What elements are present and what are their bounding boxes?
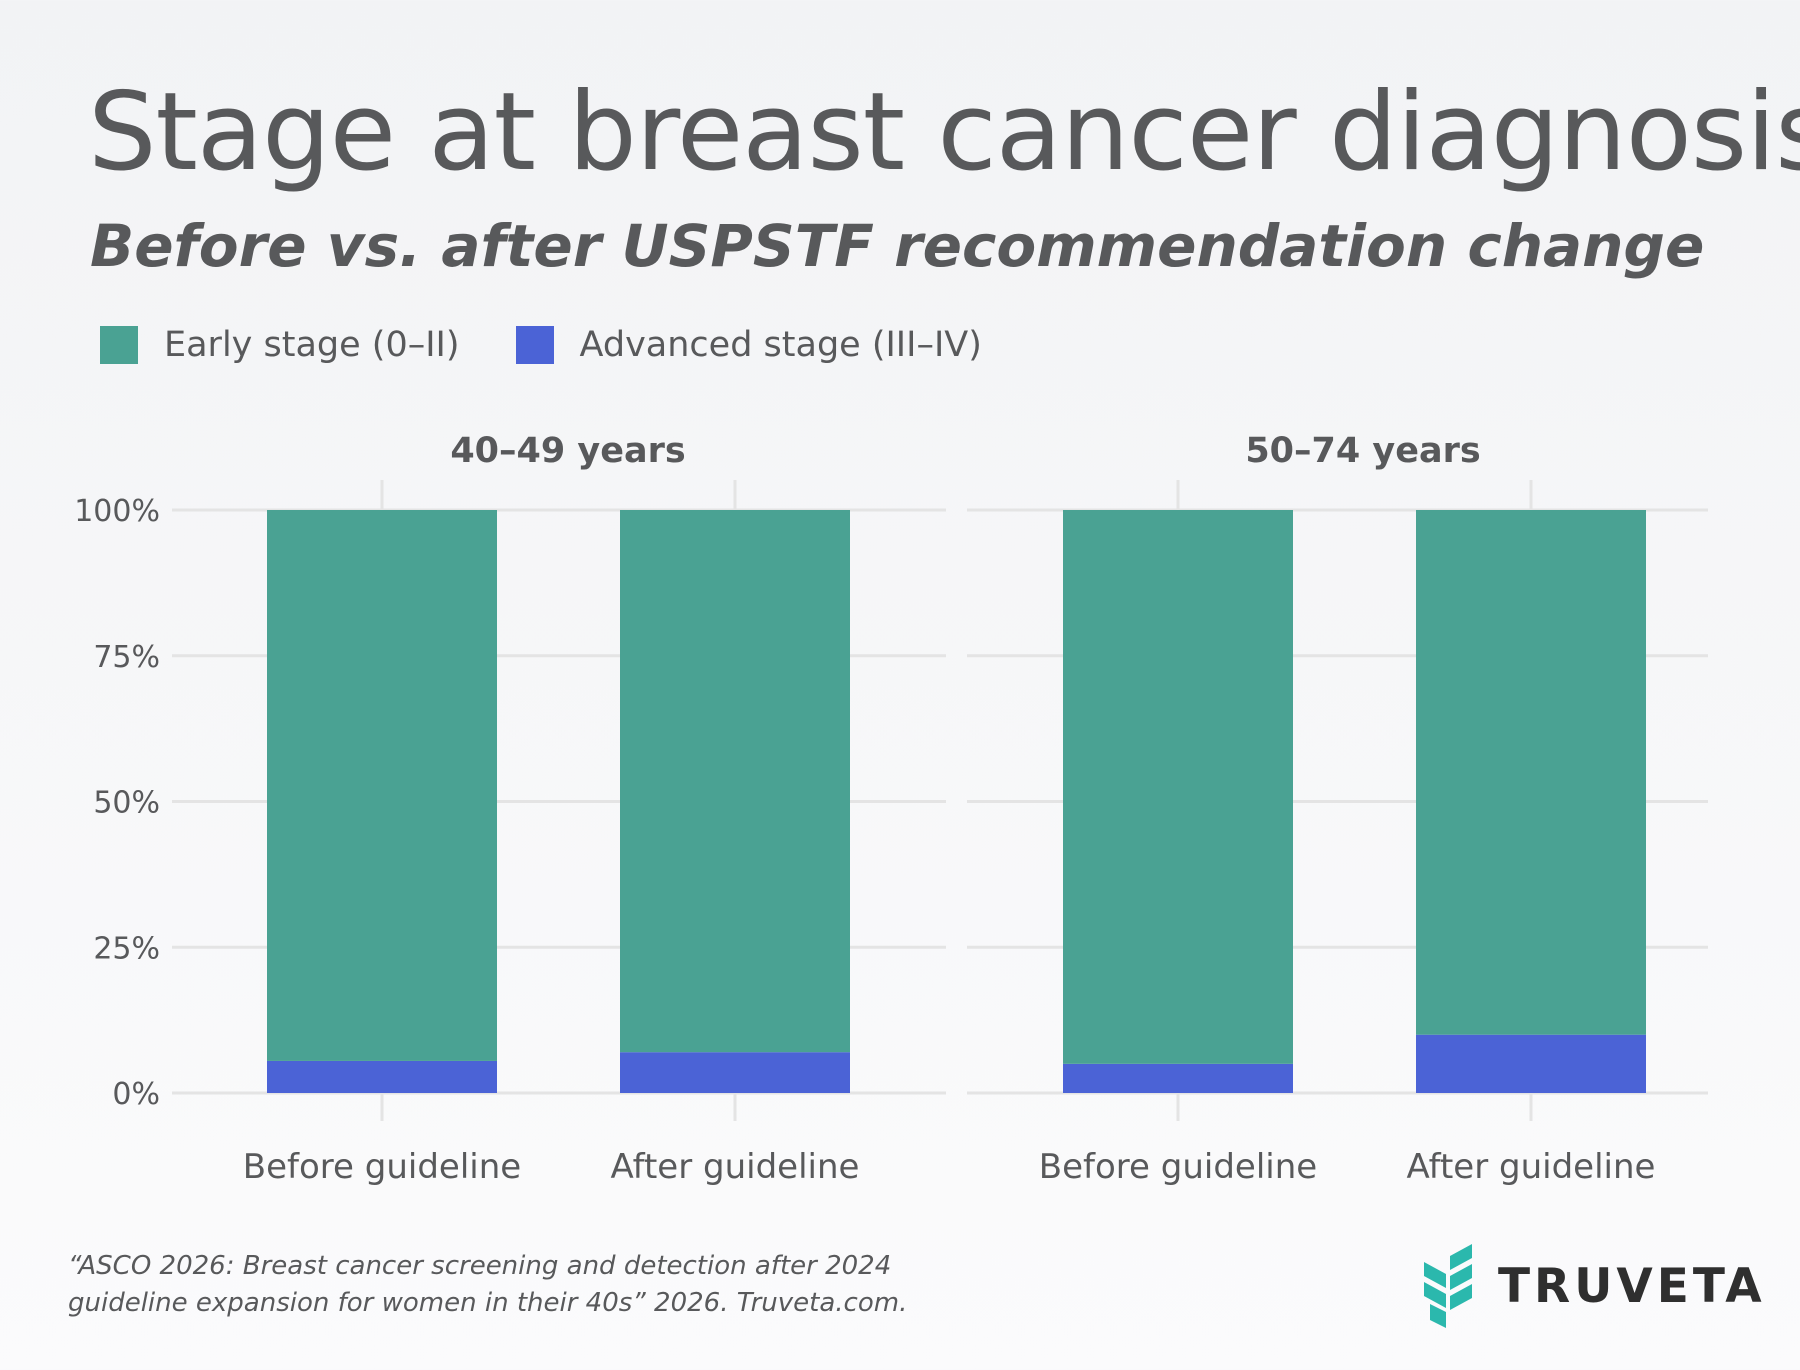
legend-swatch-advanced <box>515 326 554 364</box>
x-tick-label: Before guideline <box>1039 1147 1317 1187</box>
logo-text: TRUVETA <box>1498 1258 1766 1314</box>
legend: Early stage (0–II) Advanced stage (III–I… <box>100 325 1038 365</box>
truveta-logo-icon <box>1424 1244 1472 1328</box>
bar-advanced <box>1063 1063 1293 1093</box>
chart-plot-area: 0% 25% 50% 75% 100% 40–49 years Before guideli… <box>74 431 1708 1187</box>
source-line-2: guideline expansion for women in their 4… <box>68 1288 908 1318</box>
x-tick-label: After guideline <box>611 1147 860 1187</box>
legend-item-early: Early stage (0–II) <box>100 325 460 365</box>
truveta-logo: TRUVETA <box>1420 1240 1766 1332</box>
legend-item-advanced: Advanced stage (III–IV) <box>515 325 982 365</box>
panel-title: 50–74 years <box>1245 431 1480 471</box>
y-tick-label: 100% <box>74 494 160 529</box>
legend-label-early: Early stage (0–II) <box>164 325 460 365</box>
x-tick-label: After guideline <box>1407 1147 1656 1187</box>
y-tick-label: 75% <box>93 640 160 675</box>
chart-title: Stage at breast cancer diagnosis <box>88 70 1800 195</box>
bar-early <box>1063 510 1293 1064</box>
source-line-1: “ASCO 2026: Breast cancer screening and … <box>68 1251 892 1281</box>
chart-subtitle: Before vs. after USPSTF recommendation c… <box>90 212 1705 280</box>
panel-title: 40–49 years <box>450 431 685 471</box>
bar-early <box>1416 510 1646 1035</box>
legend-swatch-early <box>100 326 138 364</box>
x-tick-label: Before guideline <box>243 1147 521 1187</box>
y-tick-label: 0% <box>112 1077 160 1112</box>
bar-advanced <box>267 1060 497 1093</box>
bar-early <box>267 510 497 1061</box>
y-tick-label: 25% <box>93 931 160 966</box>
bar-advanced <box>620 1052 850 1093</box>
bar-advanced <box>1416 1034 1646 1093</box>
legend-label-advanced: Advanced stage (III–IV) <box>579 325 982 365</box>
bar-early <box>620 510 850 1053</box>
y-tick-label: 50% <box>93 786 160 821</box>
source-citation: “ASCO 2026: Breast cancer screening and … <box>68 1248 948 1322</box>
